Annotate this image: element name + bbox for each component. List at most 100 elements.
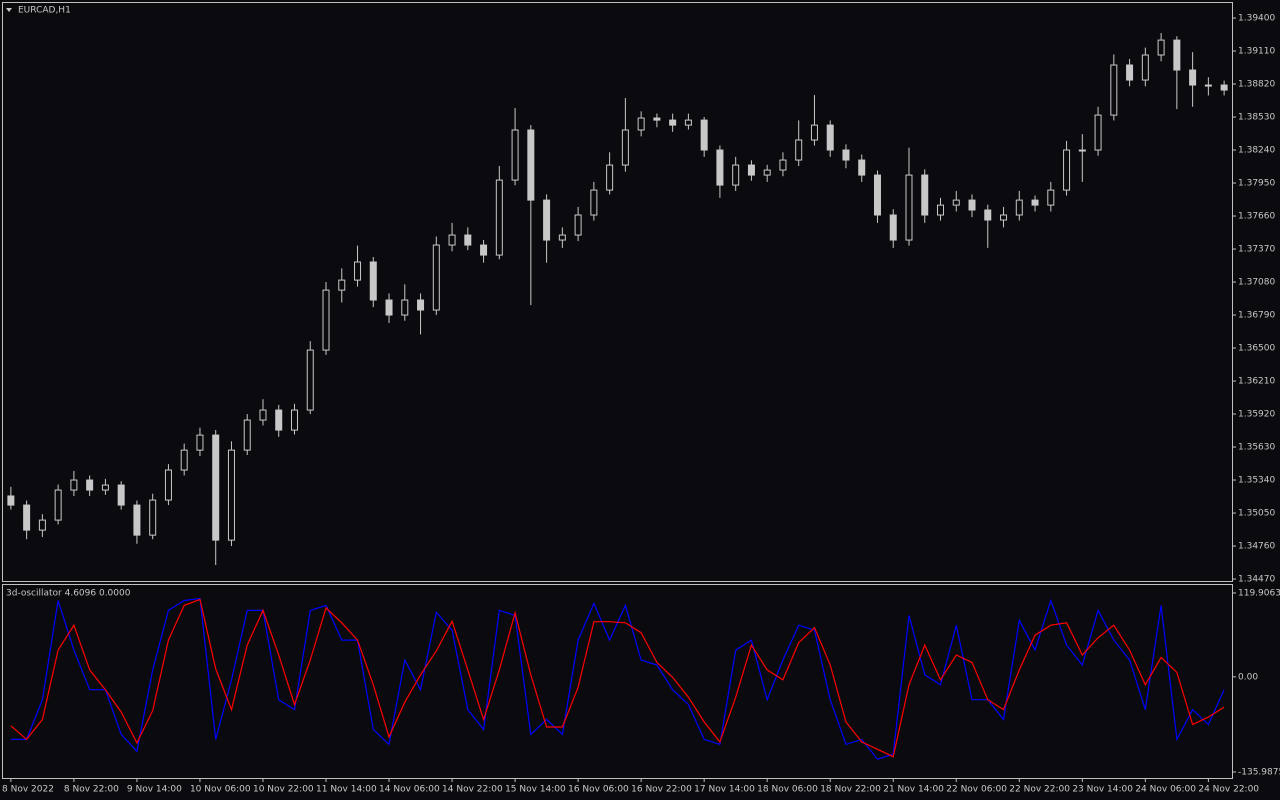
- oscillator-panel-frame: [2, 584, 1233, 779]
- x-tick-label: 22 Nov 22:00: [1009, 785, 1070, 795]
- candle-body: [543, 199, 551, 241]
- y-tick-label: 1.36210: [1238, 377, 1275, 387]
- candle-body: [70, 479, 78, 491]
- candle-body: [133, 504, 141, 536]
- x-tick-label: 21 Nov 14:00: [883, 785, 944, 795]
- candle-body: [511, 129, 519, 181]
- candle-body: [275, 409, 283, 431]
- candle-body: [480, 244, 488, 256]
- y-tick-label: 1.38820: [1238, 80, 1275, 90]
- candle-body: [1141, 54, 1149, 81]
- candle-body: [1000, 214, 1008, 221]
- x-tick-label: 16 Nov 06:00: [568, 785, 629, 795]
- symbol-menu-arrow[interactable]: [6, 8, 12, 12]
- candle-body: [149, 499, 157, 536]
- x-tick-label: 8 Nov 2022: [2, 785, 54, 795]
- candle-body: [1173, 39, 1181, 71]
- price-chart-title: EURCAD,H1: [18, 6, 71, 16]
- candle-body: [401, 299, 409, 316]
- candle-body: [1031, 199, 1039, 206]
- oscillator-line: [10, 598, 1225, 758]
- candle-body: [38, 519, 46, 531]
- candle-body: [432, 244, 440, 311]
- candle-body: [369, 261, 377, 301]
- y-tick-label: 1.38240: [1238, 146, 1275, 156]
- candle-body: [1063, 149, 1071, 191]
- candle-body: [700, 119, 708, 151]
- candle-body: [196, 434, 204, 451]
- candle-body: [810, 124, 818, 141]
- candle-body: [590, 189, 598, 216]
- y-tick-label: 1.39110: [1238, 47, 1275, 57]
- x-tick-label: 18 Nov 06:00: [757, 785, 818, 795]
- y-tick-label: 1.35920: [1238, 410, 1275, 420]
- candle-body: [227, 449, 235, 541]
- candle-body: [101, 484, 109, 491]
- candle-body: [354, 261, 362, 281]
- x-tick-label: 10 Nov 22:00: [253, 785, 314, 795]
- candle-body: [637, 117, 645, 131]
- candle-body: [889, 214, 897, 241]
- candle-body: [527, 129, 535, 201]
- y-tick-label: 1.36500: [1238, 344, 1275, 354]
- y-tick-label: 1.37370: [1238, 245, 1275, 255]
- candle-body: [984, 209, 992, 221]
- candle-body: [684, 119, 692, 126]
- y-tick-label: 1.38530: [1238, 113, 1275, 123]
- candle-body: [23, 504, 31, 531]
- candle-body: [464, 234, 472, 246]
- candle-body: [858, 159, 866, 176]
- candle-body: [873, 174, 881, 216]
- candle-body: [1204, 84, 1212, 87]
- candle-body: [7, 495, 15, 506]
- y-tick-label: 1.37080: [1238, 278, 1275, 288]
- candle-body: [952, 199, 960, 206]
- candle-body: [968, 199, 976, 211]
- candle-body: [338, 279, 346, 291]
- candle-body: [669, 119, 677, 126]
- price-panel-frame: [2, 2, 1233, 582]
- candle-body: [1110, 64, 1118, 116]
- candle-body: [842, 149, 850, 161]
- x-tick-label: 22 Nov 06:00: [946, 785, 1007, 795]
- candle-body: [1094, 114, 1102, 151]
- x-tick-label: 14 Nov 22:00: [442, 785, 503, 795]
- y-tick-label: 1.35630: [1238, 443, 1275, 453]
- y-tick-label: 1.35050: [1238, 509, 1275, 519]
- candle-body: [180, 449, 188, 471]
- x-tick-label: 8 Nov 22:00: [64, 785, 119, 795]
- x-tick-label: 24 Nov 22:00: [1198, 785, 1259, 795]
- x-tick-label: 24 Nov 06:00: [1135, 785, 1196, 795]
- x-tick-label: 16 Nov 22:00: [631, 785, 692, 795]
- y-tick-label: 0.00: [1238, 672, 1258, 682]
- candle-body: [385, 299, 393, 316]
- candle-body: [495, 179, 503, 256]
- candle-body: [1047, 189, 1055, 206]
- x-tick-label: 17 Nov 14:00: [694, 785, 755, 795]
- candle-body: [259, 409, 267, 421]
- candle-body: [653, 117, 661, 121]
- y-tick-label: 119.9063: [1238, 588, 1280, 598]
- candle-body: [212, 434, 220, 541]
- y-tick-label: 1.34760: [1238, 542, 1275, 552]
- candle-body: [905, 174, 913, 241]
- candle-body: [448, 234, 456, 246]
- candle-body: [732, 164, 740, 186]
- candle-body: [1157, 39, 1165, 56]
- candle-body: [558, 234, 566, 241]
- y-tick-label: -135.9875: [1238, 767, 1280, 777]
- candle-body: [716, 149, 724, 186]
- candle-body: [779, 159, 787, 171]
- candle-body: [164, 469, 172, 501]
- x-tick-label: 15 Nov 14:00: [505, 785, 566, 795]
- candle-body: [795, 139, 803, 161]
- candle-body: [747, 164, 755, 176]
- candle-body: [1126, 64, 1134, 81]
- candle-body: [1078, 149, 1086, 152]
- candle-body: [417, 299, 425, 311]
- y-tick-label: 1.39400: [1238, 14, 1275, 24]
- candle-body: [606, 164, 614, 191]
